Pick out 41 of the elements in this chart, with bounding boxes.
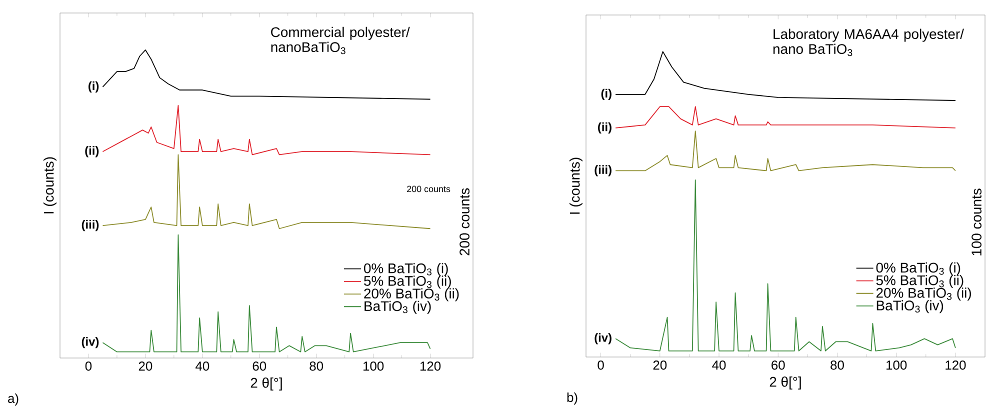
legend-label: 20% BaTiO$_{3}$ (ii) — [364, 288, 459, 302]
annotation: 100 counts — [972, 188, 982, 256]
x-axis-title: 2 θ[°] — [770, 376, 801, 390]
annotation: 200 counts — [460, 188, 470, 256]
annotation: (ii) — [598, 122, 612, 134]
x-tick-label: 0 — [85, 362, 92, 371]
x-tick-label: 20 — [138, 362, 152, 371]
annotation: (iv) — [594, 333, 612, 344]
legend-label: 20% BaTiO$_{3}$ (ii) — [876, 288, 971, 301]
annotation: (iii) — [82, 220, 99, 232]
x-tick-label: 40 — [196, 362, 210, 371]
annotation: (ii) — [85, 146, 99, 158]
x-tick-label: 80 — [830, 360, 844, 370]
x-axis-title: 2 θ[°] — [250, 378, 282, 391]
text: a) — [8, 394, 18, 406]
x-tick-label: 60 — [252, 362, 266, 371]
chart-title: Commercial polyester/ nanoBaTiO$_{3}$ — [271, 26, 410, 54]
x-tick-label: 20 — [653, 360, 667, 370]
annotation: (i) — [88, 81, 99, 92]
annotation: 200 counts — [407, 186, 450, 192]
annotation: (i) — [601, 88, 612, 100]
annotation: (iv) — [82, 337, 99, 348]
chart-title: Laboratory MA6AA4 polyester/ nano BaTiO$_{3}$ — [773, 28, 964, 56]
legend-label: 5% BaTiO$_{3}$ (ii) — [876, 274, 964, 288]
x-tick-label: 120 — [946, 360, 966, 370]
x-tick-label: 100 — [886, 360, 907, 370]
legend-label: 0% BaTiO$_{3}$ (i) — [876, 262, 960, 276]
x-tick-label: 100 — [363, 362, 384, 371]
legend-label: BaTiO$_{3}$ (iv) — [876, 300, 944, 314]
legend-label: 5% BaTiO$_{3}$ (ii) — [364, 276, 451, 289]
legend-label: 0% BaTiO$_{3}$ (i) — [364, 263, 448, 276]
x-tick-label: 120 — [420, 362, 441, 371]
x-tick-label: 80 — [310, 362, 324, 371]
x-tick-label: 0 — [598, 360, 604, 370]
y-axis-title: I (counts) — [569, 158, 582, 214]
y-axis-title: I (counts) — [43, 157, 56, 214]
legend-label: BaTiO$_{3}$ (iv) — [364, 300, 431, 314]
x-tick-label: 60 — [772, 360, 785, 370]
text: b) — [567, 392, 578, 405]
x-tick-label: 40 — [712, 360, 726, 370]
annotation: (iii) — [594, 165, 612, 176]
